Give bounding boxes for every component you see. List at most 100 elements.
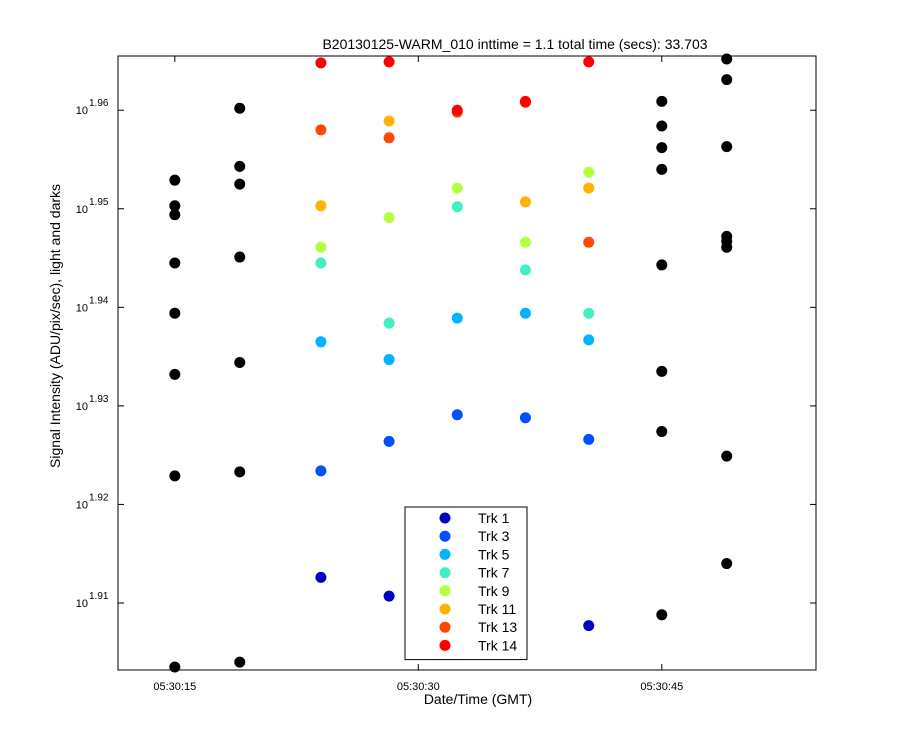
x-tick-label: 05:30:15 [153,681,196,693]
track-point [583,433,595,445]
chart-title: B20130125-WARM_010 inttime = 1.1 total t… [322,36,707,52]
legend-marker [439,621,451,633]
dark-point [169,174,181,186]
dark-point [656,609,668,621]
legend-label: Trk 1 [478,510,510,526]
dark-point [721,241,733,253]
track-point [519,412,531,424]
y-tick-exponent: 1.93 [89,394,109,405]
x-tick-label: 05:30:45 [640,681,683,693]
track-point [383,115,395,127]
track-point [583,620,595,632]
dark-point [721,53,733,65]
track-point [383,435,395,447]
dark-point [721,558,733,570]
legend-label: Trk 7 [478,565,510,581]
track-point [451,104,463,116]
dark-point [656,365,668,377]
legend-label: Trk 5 [478,546,510,562]
track-point [583,236,595,248]
track-point [583,334,595,346]
dark-point [656,425,668,437]
track-point [383,56,395,68]
legend-marker [439,548,451,560]
legend-label: Trk 11 [478,601,516,617]
y-tick-exponent: 1.96 [89,98,109,109]
track-point [583,307,595,319]
y-tick-base: 10 [76,401,88,413]
dark-point [169,209,181,221]
legend-marker [439,585,451,597]
y-tick-exponent: 1.94 [89,295,109,306]
legend: Trk 1 Trk 3 Trk 5 Trk 7 Trk 9 Trk 11 Trk 13 Trk… [404,506,528,661]
track-point [451,182,463,194]
track-point [383,212,395,224]
dark-point [234,357,246,369]
y-tick-exponent: 1.92 [89,492,109,503]
y-tick-base: 10 [76,499,88,511]
dark-point [721,450,733,462]
legend-box [404,506,528,661]
track-point [519,264,531,276]
track-point [383,317,395,329]
track-point [383,354,395,366]
y-tick-base: 10 [76,598,88,610]
y-tick-base: 10 [76,204,88,216]
track-point [315,336,327,348]
track-point [519,95,531,107]
track-point [315,571,327,583]
track-point [451,201,463,213]
x-axis-label: Date/Time (GMT) [424,691,532,707]
y-tick-base: 10 [76,105,88,117]
legend-marker [439,530,451,542]
track-point [519,307,531,319]
dark-point [169,661,181,673]
dark-point [234,178,246,190]
dark-point [169,307,181,319]
y-tick-exponent: 1.91 [89,591,109,602]
dark-point [234,656,246,668]
track-point [315,257,327,269]
track-point [315,200,327,212]
track-point [315,241,327,253]
track-point [315,57,327,69]
dark-point [169,470,181,482]
dark-point [656,259,668,271]
dark-point [656,163,668,175]
dark-point [721,141,733,153]
track-point [583,166,595,178]
track-point [583,182,595,194]
track-point [519,236,531,248]
dark-point [234,102,246,114]
dark-point [721,74,733,86]
track-point [315,465,327,477]
y-tick-exponent: 1.95 [89,197,109,208]
legend-label: Trk 13 [478,619,517,635]
legend-marker [439,567,451,579]
legend-marker [439,603,451,615]
dark-point [169,368,181,380]
track-point [383,590,395,602]
dark-point [234,251,246,263]
dark-point [234,466,246,478]
legend-label: Trk 3 [478,528,510,544]
track-point [451,409,463,421]
dark-point [169,257,181,269]
dark-point [656,95,668,107]
dark-point [656,142,668,154]
x-axis: 05:30:15 05:30:30 05:30:45 [153,56,683,693]
legend-label: Trk 14 [478,637,517,653]
track-point [583,56,595,68]
legend-marker [439,512,451,524]
dark-point [169,200,181,212]
dark-point [656,120,668,132]
y-axis-label: Signal Intensity (ADU/pix/sec), light an… [47,184,63,468]
x-tick-label: 05:30:30 [397,681,440,693]
track-point [519,196,531,208]
track-point [451,312,463,324]
legend-label: Trk 9 [478,583,510,599]
dark-point [234,160,246,172]
track-point [315,124,327,136]
